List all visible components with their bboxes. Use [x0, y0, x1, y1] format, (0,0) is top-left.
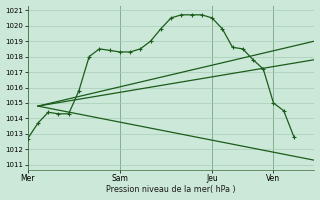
X-axis label: Pression niveau de la mer( hPa ): Pression niveau de la mer( hPa )	[106, 185, 236, 194]
